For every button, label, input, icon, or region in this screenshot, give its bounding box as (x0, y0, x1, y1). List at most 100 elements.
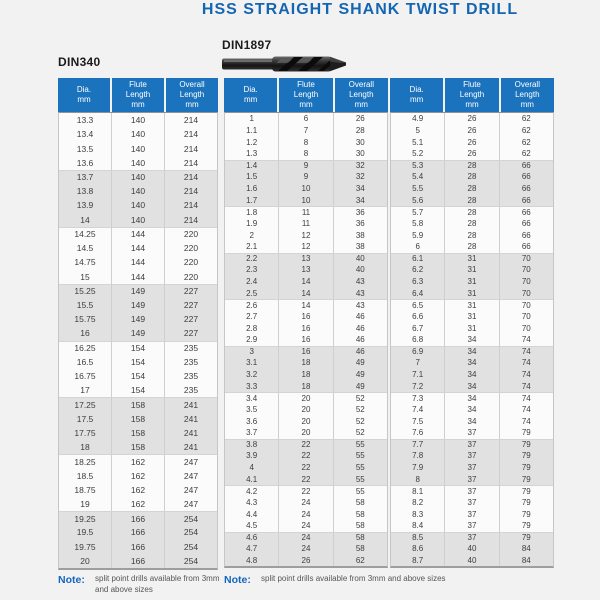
table-row: 3.9 22 55 (225, 450, 387, 462)
table-cell: 2.4 (246, 277, 258, 287)
table-cell: 149 (111, 297, 164, 313)
table-row: 2.3 13 40 (225, 264, 387, 276)
table-cell: 4.5 (246, 521, 258, 531)
table-cell: 158 (111, 398, 164, 412)
table-row: 8 37 79 (391, 473, 553, 485)
din1897-continuation-table: Dia. mm Flute Length mm Overall Length m… (390, 78, 554, 569)
table-body: 1 6 26 1.1 7 28 1.2 8 30 1.3 8 30 1.4 9 32 1.5 9 32 1.6 10 3… (224, 112, 388, 569)
table-cell: 66 (498, 182, 553, 195)
table-cell: 70 (498, 253, 553, 265)
table-cell: 28 (444, 229, 498, 241)
table-cell: 7.3 (412, 393, 424, 403)
table-row: 1 6 26 (225, 113, 387, 125)
table-cell: 37 (444, 439, 498, 451)
table-cell: 149 (111, 284, 164, 298)
din1897-label: DIN1897 (222, 38, 272, 52)
table-cell: 2.6 (246, 300, 258, 310)
table-cell: 149 (111, 326, 164, 341)
table-row: 19.25 166 254 (59, 511, 217, 526)
table-row: 7.3 34 74 (391, 392, 553, 404)
table-cell: 17.75 (74, 427, 96, 438)
table-cell: 66 (498, 171, 553, 183)
table-cell: 2.3 (246, 265, 258, 275)
table-cell: 7.8 (412, 451, 424, 461)
table-row: 14.5 144 220 (59, 240, 217, 256)
table-row: 6.4 31 70 (391, 287, 553, 299)
table-cell: 2.7 (246, 311, 258, 321)
table-row: 5.2 26 62 (391, 147, 553, 160)
table-cell: 3.1 (246, 358, 258, 368)
table-row: 6.8 34 74 (391, 333, 553, 346)
table-cell: 5.2 (412, 149, 424, 159)
table-cell: 79 (498, 508, 553, 520)
table-cell: 6.3 (412, 277, 424, 287)
table-cell: 144 (111, 240, 164, 256)
table-cell: 154 (111, 383, 164, 398)
table-cell: 227 (164, 297, 217, 313)
table-row: 2.6 14 43 (225, 299, 387, 311)
table-cell: 16.25 (74, 343, 96, 354)
table-header-row: Dia. mm Flute Length mm Overall Length m… (390, 78, 554, 112)
table-cell: 34 (444, 380, 498, 392)
table-cell: 28 (444, 182, 498, 195)
table-cell: 220 (164, 255, 217, 270)
table-cell: 37 (444, 473, 498, 485)
table-cell: 74 (498, 403, 553, 416)
table-row: 16.5 154 235 (59, 354, 217, 369)
table-cell: 140 (111, 170, 164, 185)
table-cell: 6.7 (412, 323, 424, 333)
table-row: 7.8 37 79 (391, 450, 553, 462)
table-cell: 13 (278, 253, 332, 265)
table-cell: 28 (444, 217, 498, 230)
table-cell: 9 (278, 160, 332, 172)
table-cell: 1.5 (246, 172, 258, 182)
table-cell: 13 (278, 264, 332, 276)
table-cell: 1.3 (246, 149, 258, 159)
table-row: 16.75 154 235 (59, 368, 217, 384)
table-cell: 2.5 (246, 288, 258, 298)
table-cell: 158 (111, 440, 164, 455)
table-row: 15.25 149 227 (59, 283, 217, 298)
table-cell: 8 (278, 136, 332, 148)
table-row: 18.5 162 247 (59, 468, 217, 483)
table-cell: 214 (164, 212, 217, 227)
table-cell: 3 (249, 347, 254, 357)
table-cell: 74 (498, 357, 553, 369)
note-din340: Note: split point drills available from … (58, 574, 226, 596)
table-cell: 144 (111, 269, 164, 284)
table-cell: 43 (332, 275, 387, 288)
table-cell: 241 (164, 398, 217, 412)
din1897-table: Dia. mm Flute Length mm Overall Length m… (224, 78, 388, 569)
table-cell: 19.75 (74, 541, 96, 552)
table-cell: 79 (498, 426, 553, 439)
table-cell: 7.1 (412, 370, 424, 380)
table-cell: 40 (444, 554, 498, 567)
table-body: 4.9 26 62 5 26 62 5.1 26 62 5.2 26 62 5.3 28 66 5.4 28 66… (390, 112, 554, 569)
table-cell: 52 (332, 426, 387, 439)
table-row: 6.7 31 70 (391, 322, 553, 334)
table-cell: 140 (111, 212, 164, 227)
table-cell: 79 (498, 519, 553, 532)
table-cell: 241 (164, 425, 217, 441)
table-header-row: Dia. mm Flute Length mm Overall Length m… (224, 78, 388, 112)
table-row: 18 158 241 (59, 440, 217, 455)
table-row: 19 162 247 (59, 496, 217, 512)
table-cell: 15 (80, 271, 90, 282)
table-row: 8.3 37 79 (391, 508, 553, 520)
table-cell: 84 (498, 543, 553, 555)
table-cell: 46 (332, 310, 387, 323)
table-cell: 22 (278, 473, 332, 485)
table-cell: 8 (415, 474, 420, 484)
table-cell: 6.4 (412, 288, 424, 298)
table-row: 6.2 31 70 (391, 264, 553, 276)
table-cell: 4.4 (246, 509, 258, 519)
table-cell: 11 (278, 217, 332, 230)
table-row: 3.5 20 52 (225, 403, 387, 416)
table-cell: 8.3 (412, 509, 424, 519)
table-cell: 3.4 (246, 393, 258, 403)
table-cell: 28 (444, 160, 498, 172)
table-cell: 16 (278, 310, 332, 323)
table-row: 1.5 9 32 (225, 171, 387, 183)
table-cell: 34 (444, 368, 498, 381)
table-cell: 52 (332, 403, 387, 416)
